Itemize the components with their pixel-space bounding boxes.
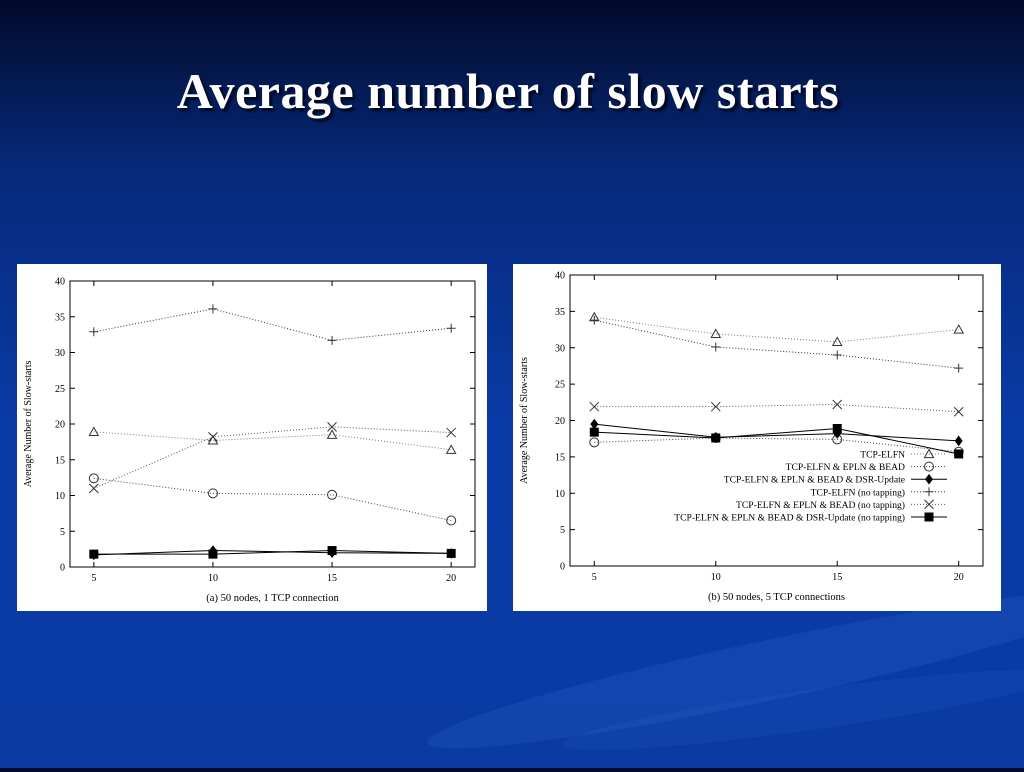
series-4-point	[954, 363, 964, 373]
slide-title: Average number of slow starts	[176, 63, 840, 119]
chart-a: 0 5 10 15 20 25 30 35 40 5 10 15 20 Average Number of…	[23, 277, 476, 604]
x-tick-label: 20	[446, 573, 456, 584]
legend-marker-5	[924, 499, 934, 510]
legend-label-3: TCP-ELFN & EPLN & BEAD & DSR-Update	[724, 475, 905, 486]
series-line-1	[93, 431, 452, 451]
series-line-3	[594, 423, 959, 442]
series-6-point	[327, 546, 337, 556]
series-6-point	[208, 549, 218, 559]
x-tick-label: 5	[592, 572, 597, 583]
x-tick-label: 15	[832, 572, 842, 583]
series-1-point	[326, 429, 338, 439]
y-tick-label: 15	[55, 455, 65, 466]
y-tick-label: 20	[555, 416, 565, 427]
y-tick-label: 10	[55, 491, 65, 502]
y-axis-label: Average Number of Slow-starts	[519, 357, 530, 484]
series-5-point	[208, 432, 218, 442]
y-tick-label: 35	[555, 307, 565, 318]
series-2-point	[589, 437, 600, 448]
series-4-point	[89, 327, 99, 337]
series-4-point	[327, 335, 337, 345]
series-4-point	[589, 315, 599, 325]
series-1-point	[710, 328, 722, 339]
series-line-4	[93, 308, 452, 341]
y-tick-label: 25	[555, 380, 565, 391]
y-tick-label: 15	[555, 452, 565, 463]
y-tick-label: 10	[555, 489, 565, 500]
legend-marker-6	[924, 512, 934, 522]
series-line-3	[93, 550, 452, 556]
y-tick-label: 5	[560, 525, 565, 536]
y-tick-label: 40	[555, 271, 565, 282]
y-tick-label: 20	[55, 420, 65, 431]
legend-label-4: TCP-ELFN (no tapping)	[811, 487, 905, 498]
series-2-point	[207, 488, 218, 499]
y-tick-label: 35	[55, 312, 65, 323]
x-tick-label: 15	[327, 573, 337, 584]
y-axis-label: Average Number of Slow-starts	[23, 361, 34, 488]
x-tick-label: 10	[711, 572, 721, 583]
chart-b: 0 5 10 15 20 25 30 35 40 5 10 15 20 Average Number of…	[519, 271, 984, 603]
y-tick-label: 40	[55, 277, 65, 288]
y-tick-label: 0	[60, 563, 65, 574]
series-4-point	[832, 350, 842, 360]
series-5-point	[589, 401, 600, 412]
y-tick-label: 25	[55, 384, 65, 395]
series-2-point	[327, 489, 338, 500]
series-line-2	[594, 437, 959, 453]
series-1-point	[831, 336, 843, 347]
series-6-point	[954, 449, 964, 459]
legend-label-2: TCP-ELFN & EPLN & BEAD	[786, 462, 905, 473]
series-2-point	[88, 473, 99, 484]
series-line-2	[93, 477, 452, 522]
series-line-6	[93, 550, 452, 555]
series-4-point	[446, 323, 456, 333]
series-1-point	[953, 324, 965, 334]
chart-panel-b: 0 5 10 15 20 25 30 35 40 5 10 15 20 Average Number of…	[513, 264, 1001, 611]
series-5-point	[446, 427, 457, 438]
legend-marker-4	[924, 487, 934, 497]
series-5-point	[327, 422, 337, 432]
series-line-6	[594, 427, 959, 455]
chart-panel-a: 0 5 10 15 20 25 30 35 40 5 10 15 20 Average Number of…	[17, 264, 487, 611]
y-tick-label: 30	[55, 348, 65, 359]
legend-label-5: TCP-ELFN & EPLN & BEAD (no tapping)	[736, 500, 905, 511]
legend-marker-1	[923, 448, 935, 459]
series-5-point	[953, 406, 964, 417]
y-tick-label: 30	[555, 343, 565, 354]
series-line-4	[594, 319, 959, 369]
y-tick-label: 0	[560, 562, 565, 573]
series-6-point	[589, 427, 599, 437]
x-tick-label: 20	[954, 572, 964, 583]
series-1-point	[445, 444, 457, 454]
legend-marker-3	[925, 473, 933, 485]
series-6-point	[446, 548, 456, 558]
series-1-point	[207, 434, 219, 445]
legend-label-6: TCP-ELFN & EPLN & BEAD & DSR-Update (no …	[674, 513, 905, 524]
series-line-1	[594, 316, 959, 343]
legend-marker-2	[924, 461, 934, 472]
x-tick-label: 5	[91, 573, 96, 584]
chart-caption: (a) 50 nodes, 1 TCP connection	[206, 593, 339, 604]
plot-frame	[69, 280, 476, 568]
series-3-point	[954, 435, 963, 447]
series-line-5	[594, 403, 959, 413]
series-2-point	[446, 515, 457, 526]
y-tick-label: 5	[60, 527, 65, 538]
series-6-point	[711, 433, 721, 443]
series-5-point	[710, 401, 721, 412]
x-tick-label: 10	[208, 573, 218, 584]
series-6-point	[89, 549, 99, 559]
series-5-point	[832, 399, 843, 410]
legend-label-1: TCP-ELFN	[860, 450, 905, 461]
series-3-point	[590, 418, 599, 430]
series-1-point	[88, 426, 100, 436]
series-line-5	[93, 426, 452, 489]
series-5-point	[88, 483, 99, 494]
series-4-point	[208, 304, 218, 314]
series-6-point	[832, 424, 842, 434]
series-4-point	[711, 342, 721, 352]
chart-caption: (b) 50 nodes, 5 TCP connections	[708, 592, 845, 603]
